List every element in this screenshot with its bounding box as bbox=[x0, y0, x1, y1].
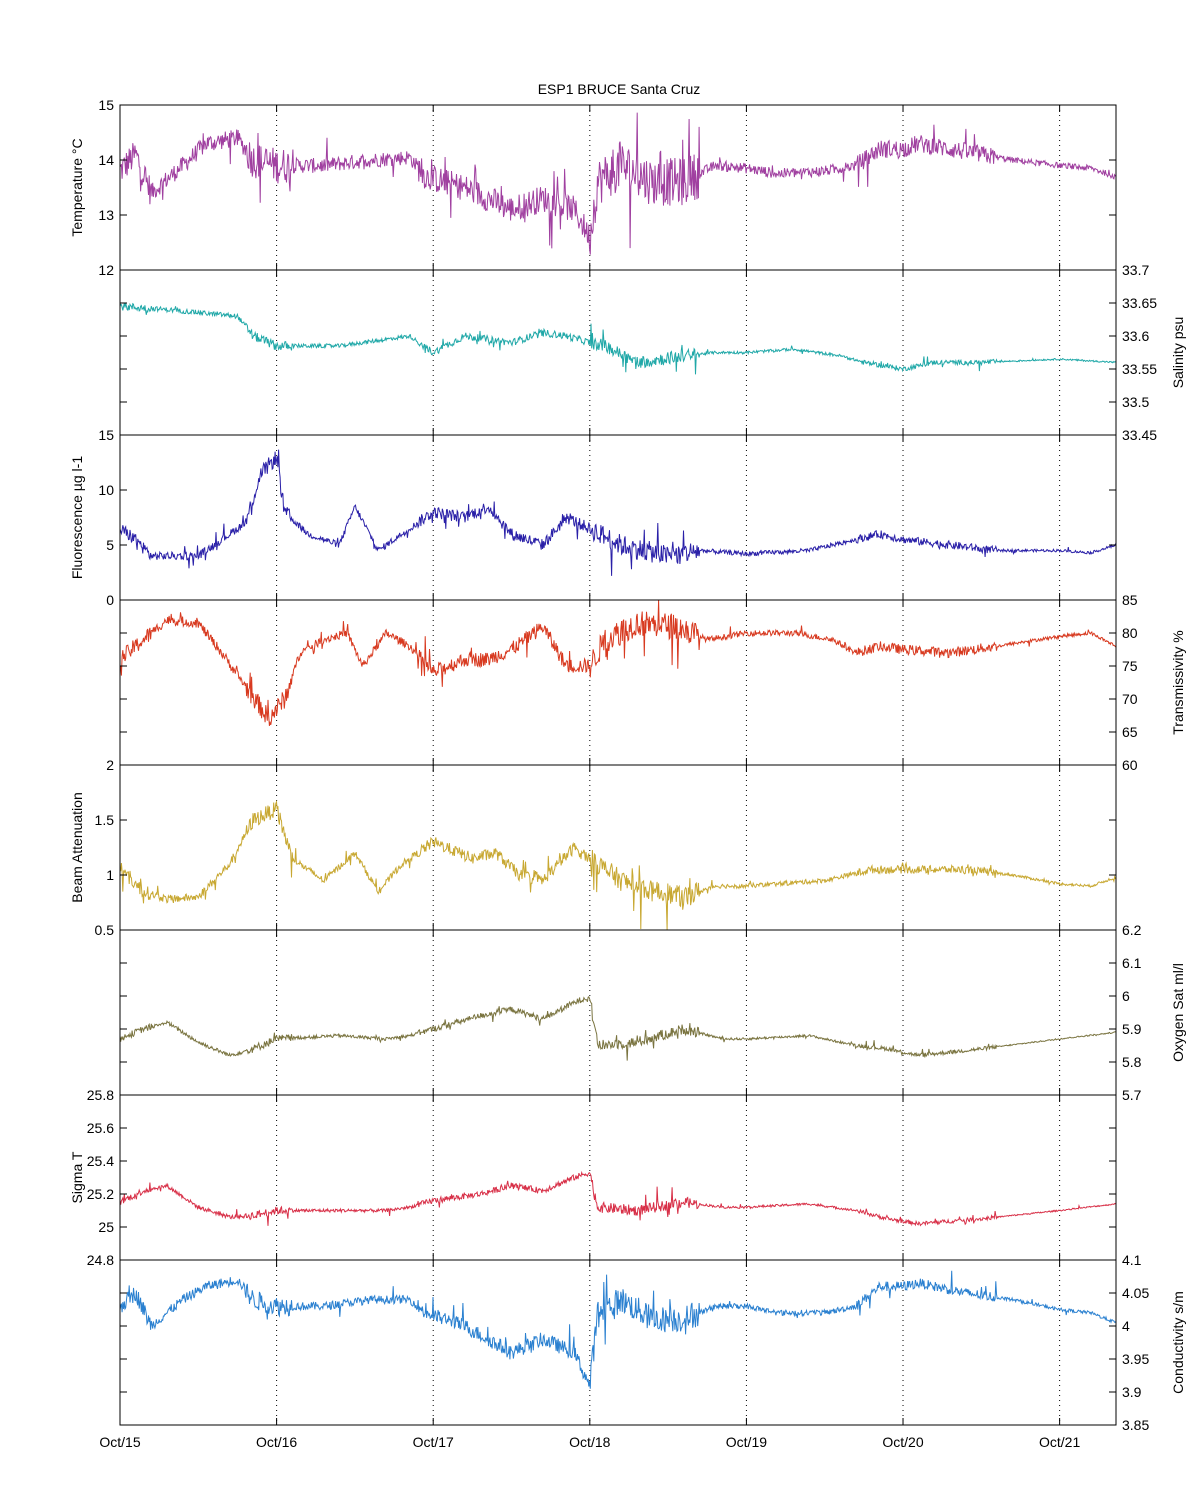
transmissivity-series-line bbox=[119, 599, 1117, 727]
oxygen-sat-y-axis-label: Oxygen Sat ml/l bbox=[1170, 963, 1186, 1062]
fluorescence-y-tick-label: 5 bbox=[106, 537, 114, 553]
conductivity-y-axis-label: Conductivity s/m bbox=[1170, 1291, 1186, 1394]
fluorescence-series-line bbox=[119, 449, 1117, 576]
oxygen-sat-y-tick-label: 6 bbox=[1122, 988, 1130, 1004]
panel-oxygen-sat: 5.7 5.8 5.9 6 6.1 6.2 Oxygen Sat ml/l bbox=[119, 922, 1186, 1103]
beam-attenuation-y-axis-label: Beam Attenuation bbox=[69, 792, 85, 903]
conductivity-y-tick-label: 4.1 bbox=[1122, 1252, 1142, 1268]
salinity-y-tick-label: 33.6 bbox=[1122, 328, 1149, 344]
sigma-t-y-tick-label: 24.8 bbox=[87, 1252, 114, 1268]
beam-attenuation-y-tick-label: 1.5 bbox=[95, 812, 115, 828]
transmissivity-y-tick-label: 75 bbox=[1122, 658, 1138, 674]
oxygen-sat-series-line bbox=[119, 996, 1117, 1061]
conductivity-y-tick-label: 3.85 bbox=[1122, 1417, 1149, 1433]
beam-attenuation-y-tick-label: 2 bbox=[106, 757, 114, 773]
conductivity-y-tick-label: 3.9 bbox=[1122, 1384, 1142, 1400]
salinity-y-tick-label: 33.45 bbox=[1122, 427, 1157, 443]
conductivity-axes-box bbox=[119, 1259, 1117, 1426]
oxygen-sat-y-tick-label: 6.2 bbox=[1122, 922, 1142, 938]
x-tick-label: Oct/17 bbox=[413, 1434, 454, 1450]
conductivity-y-tick-label: 4 bbox=[1122, 1318, 1130, 1334]
chart-title: ESP1 BRUCE Santa Cruz bbox=[538, 81, 701, 97]
temperature-y-tick-label: 13 bbox=[98, 207, 114, 223]
x-tick-label: Oct/15 bbox=[99, 1434, 140, 1450]
oxygen-sat-y-tick-label: 6.1 bbox=[1122, 955, 1142, 971]
transmissivity-y-tick-label: 70 bbox=[1122, 691, 1138, 707]
transmissivity-y-tick-label: 85 bbox=[1122, 592, 1138, 608]
transmissivity-y-tick-label: 60 bbox=[1122, 757, 1138, 773]
panel-transmissivity: 60 65 70 75 80 85 Transmissivity % bbox=[119, 592, 1186, 773]
sigma-t-y-tick-label: 25 bbox=[98, 1219, 114, 1235]
temperature-y-tick-label: 12 bbox=[98, 262, 114, 278]
x-tick-label: Oct/21 bbox=[1039, 1434, 1080, 1450]
transmissivity-y-tick-label: 80 bbox=[1122, 625, 1138, 641]
salinity-y-axis-label: Salinity psu bbox=[1170, 317, 1186, 389]
temperature-y-tick-label: 15 bbox=[98, 97, 114, 113]
x-axis-tick-labels: Oct/15 Oct/16 Oct/17 Oct/18 Oct/19 Oct/20 Oct/… bbox=[99, 1434, 1080, 1450]
salinity-series-line bbox=[119, 302, 1117, 375]
sigma-t-y-axis-label: Sigma T bbox=[69, 1151, 85, 1203]
beam-attenuation-y-tick-label: 0.5 bbox=[95, 922, 115, 938]
fluorescence-y-tick-label: 0 bbox=[106, 592, 114, 608]
panel-conductivity: 3.85 3.9 3.95 4 4.05 4.1 Conductivity s/m bbox=[119, 1252, 1186, 1433]
temperature-y-axis-label: Temperature °C bbox=[69, 138, 85, 236]
sigma-t-y-tick-label: 25.8 bbox=[87, 1087, 114, 1103]
oxygen-sat-y-tick-label: 5.9 bbox=[1122, 1021, 1142, 1037]
oxygen-sat-y-tick-label: 5.7 bbox=[1122, 1087, 1142, 1103]
panel-fluorescence: 0 5 10 15 Fluorescence µg l-1 bbox=[69, 427, 1117, 608]
beam-attenuation-series-line bbox=[119, 799, 1117, 931]
temperature-series-line bbox=[119, 112, 1117, 255]
oxygen-sat-y-tick-label: 5.8 bbox=[1122, 1054, 1142, 1070]
transmissivity-y-tick-label: 65 bbox=[1122, 724, 1138, 740]
beam-attenuation-y-tick-label: 1 bbox=[106, 867, 114, 883]
x-tick-label: Oct/18 bbox=[569, 1434, 610, 1450]
temperature-y-tick-label: 14 bbox=[98, 152, 114, 168]
x-tick-label: Oct/20 bbox=[882, 1434, 923, 1450]
sigma-t-y-tick-label: 25.2 bbox=[87, 1186, 114, 1202]
salinity-y-tick-label: 33.5 bbox=[1122, 394, 1149, 410]
fluorescence-y-tick-label: 15 bbox=[98, 427, 114, 443]
conductivity-series-line bbox=[119, 1270, 1117, 1389]
salinity-y-tick-label: 33.65 bbox=[1122, 295, 1157, 311]
fluorescence-y-tick-label: 10 bbox=[98, 482, 114, 498]
fluorescence-y-axis-label: Fluorescence µg l-1 bbox=[69, 456, 85, 579]
sigma-t-series-line bbox=[119, 1170, 1117, 1227]
salinity-y-tick-label: 33.55 bbox=[1122, 361, 1157, 377]
sigma-t-y-tick-label: 25.4 bbox=[87, 1153, 114, 1169]
x-tick-label: Oct/16 bbox=[256, 1434, 297, 1450]
transmissivity-y-axis-label: Transmissivity % bbox=[1170, 630, 1186, 735]
sigma-t-y-tick-label: 25.6 bbox=[87, 1120, 114, 1136]
conductivity-y-tick-label: 3.95 bbox=[1122, 1351, 1149, 1367]
conductivity-y-tick-label: 4.05 bbox=[1122, 1285, 1149, 1301]
salinity-y-tick-label: 33.7 bbox=[1122, 262, 1149, 278]
x-tick-label: Oct/19 bbox=[726, 1434, 767, 1450]
